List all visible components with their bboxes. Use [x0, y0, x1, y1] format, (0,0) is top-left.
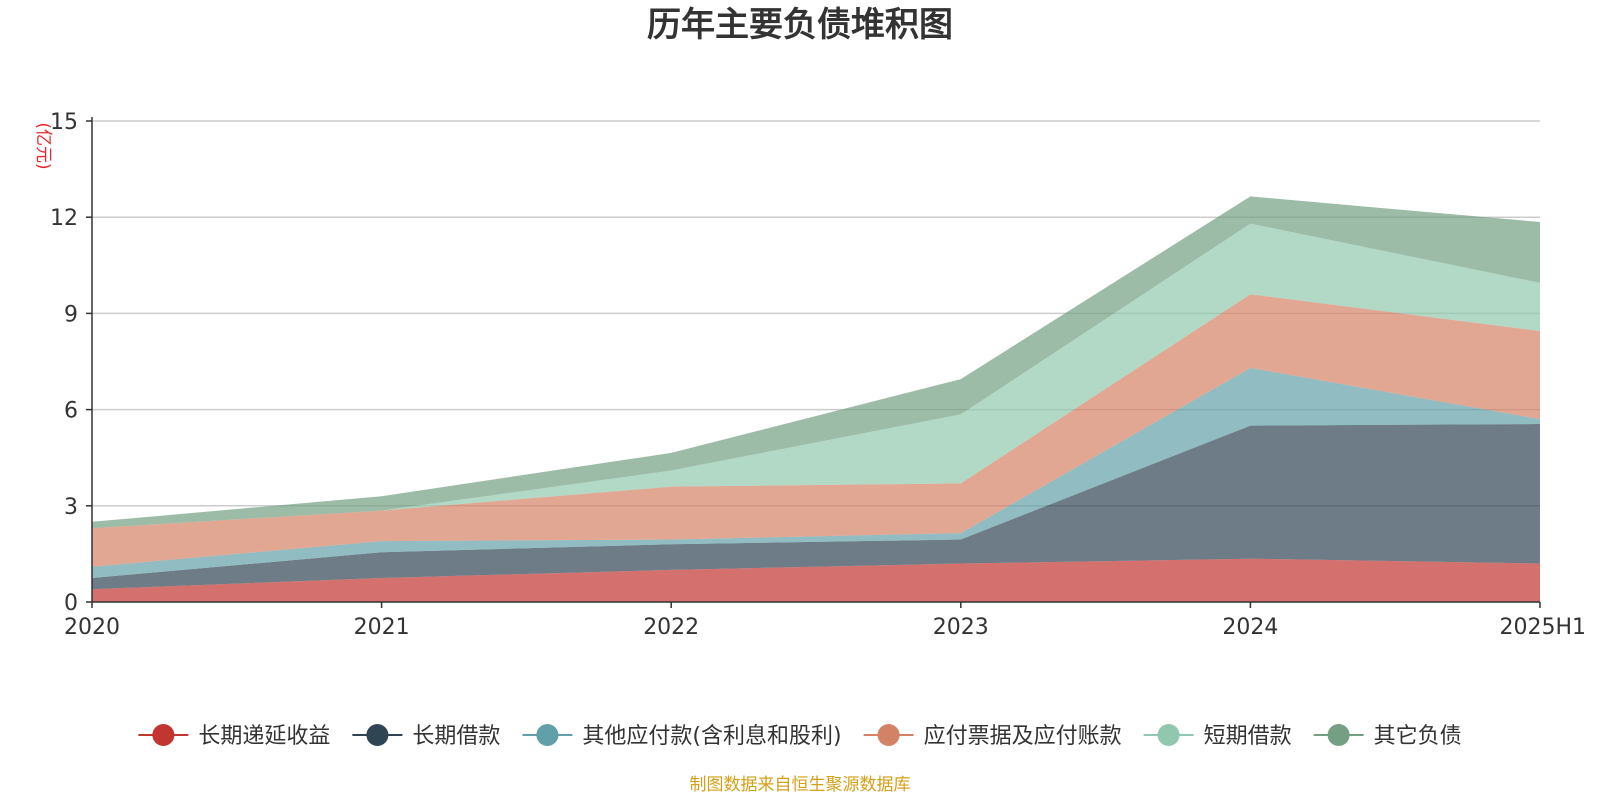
area-series-3 — [92, 294, 1540, 567]
x-tick-label: 2024 — [1222, 615, 1278, 640]
x-tick-label: 2023 — [933, 615, 989, 640]
legend-label: 长期借款 — [412, 724, 500, 749]
x-tick-label: 2025H1 — [1499, 615, 1586, 640]
y-tick-label: 0 — [64, 591, 78, 616]
legend-label: 短期借款 — [1204, 724, 1292, 749]
chart-title: 历年主要负债堆积图 — [647, 5, 953, 45]
legend-item-2[interactable]: 其他应付款(含利息和股利) — [522, 724, 842, 749]
area-series-2 — [92, 367, 1540, 578]
legend-item-4[interactable]: 短期借款 — [1143, 724, 1292, 749]
y-tick-label: 12 — [50, 206, 78, 231]
area-series-4 — [92, 223, 1540, 529]
legend-label: 长期递延收益 — [198, 724, 330, 749]
axes: 0 3 6 9 12 15 2020 2021 2022 2023 2024 2025H1 — [50, 110, 1586, 640]
y-tick-label: 3 — [64, 495, 78, 520]
legend[interactable]: 长期递延收益 长期借款 其他应付款(含利息和股利) 应付票据及应付账款 短期借款 其它负债 — [138, 724, 1462, 749]
y-tick-label: 15 — [50, 110, 78, 135]
area-series-5 — [92, 196, 1540, 529]
legend-label: 其他应付款(含利息和股利) — [582, 724, 841, 749]
legend-marker — [366, 724, 389, 746]
legend-item-5[interactable]: 其它负债 — [1313, 724, 1462, 749]
x-tick-label: 2022 — [643, 615, 699, 640]
x-tick-label: 2020 — [64, 615, 120, 640]
legend-marker — [536, 724, 559, 746]
data-source-note: 制图数据来自恒生聚源数据库 — [690, 775, 911, 795]
legend-item-0[interactable]: 长期递延收益 — [138, 724, 330, 749]
stacked-areas — [92, 196, 1540, 602]
legend-marker — [152, 724, 175, 746]
y-axis-unit: (亿元) — [33, 122, 53, 169]
legend-item-1[interactable]: 长期借款 — [352, 724, 500, 749]
y-tick-label: 9 — [64, 302, 78, 327]
x-tick-label: 2021 — [354, 615, 410, 640]
legend-item-3[interactable]: 应付票据及应付账款 — [863, 724, 1122, 749]
legend-marker — [1157, 724, 1180, 746]
legend-marker — [1327, 724, 1350, 746]
legend-marker — [877, 724, 900, 746]
legend-label: 其它负债 — [1374, 724, 1462, 749]
y-tick-label: 6 — [64, 399, 78, 424]
area-series-1 — [92, 424, 1540, 590]
legend-label: 应付票据及应付账款 — [924, 724, 1122, 749]
area-series-0 — [92, 558, 1540, 602]
